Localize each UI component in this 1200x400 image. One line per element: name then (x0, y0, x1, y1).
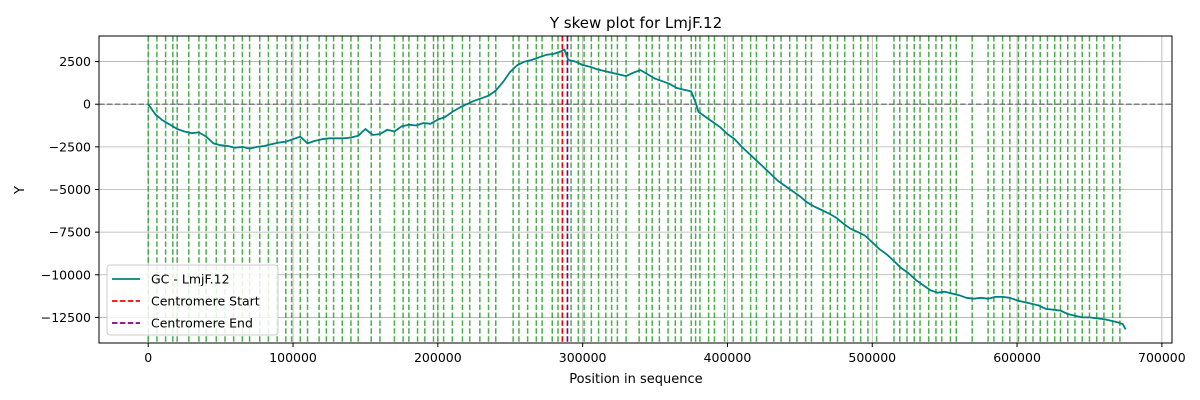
x-tick-label: 300000 (559, 350, 607, 365)
legend-box (106, 264, 279, 336)
x-tick-label: 400000 (704, 350, 752, 365)
y-tick-label: −7500 (49, 225, 91, 240)
legend-label: Centromere End (151, 316, 253, 331)
x-tick-label: 700000 (1138, 350, 1186, 365)
chart-title: Y skew plot for LmjF.12 (549, 14, 722, 32)
legend: GC - LmjF.12 Centromere Start Centromere E… (106, 264, 279, 336)
x-tick-label: 100000 (269, 350, 317, 365)
y-axis-label: Y (13, 186, 28, 195)
y-tick-label: −12500 (41, 310, 91, 325)
x-tick-label: 600000 (993, 350, 1041, 365)
y-tick-label: −5000 (49, 182, 91, 197)
legend-label: GC - LmjF.12 (151, 272, 230, 287)
gc-skew-line (147, 48, 1127, 330)
x-axis-label: Position in sequence (569, 372, 702, 387)
y-tick-label: 0 (83, 97, 91, 112)
x-tick-label: 0 (144, 350, 152, 365)
legend-label: Centromere Start (151, 294, 260, 309)
y-tick-label: 2500 (59, 54, 91, 69)
y-tick-label: −2500 (49, 139, 91, 154)
x-tick-label: 200000 (414, 350, 462, 365)
x-tick-label: 500000 (848, 350, 896, 365)
y-tick-label: −10000 (41, 267, 91, 282)
